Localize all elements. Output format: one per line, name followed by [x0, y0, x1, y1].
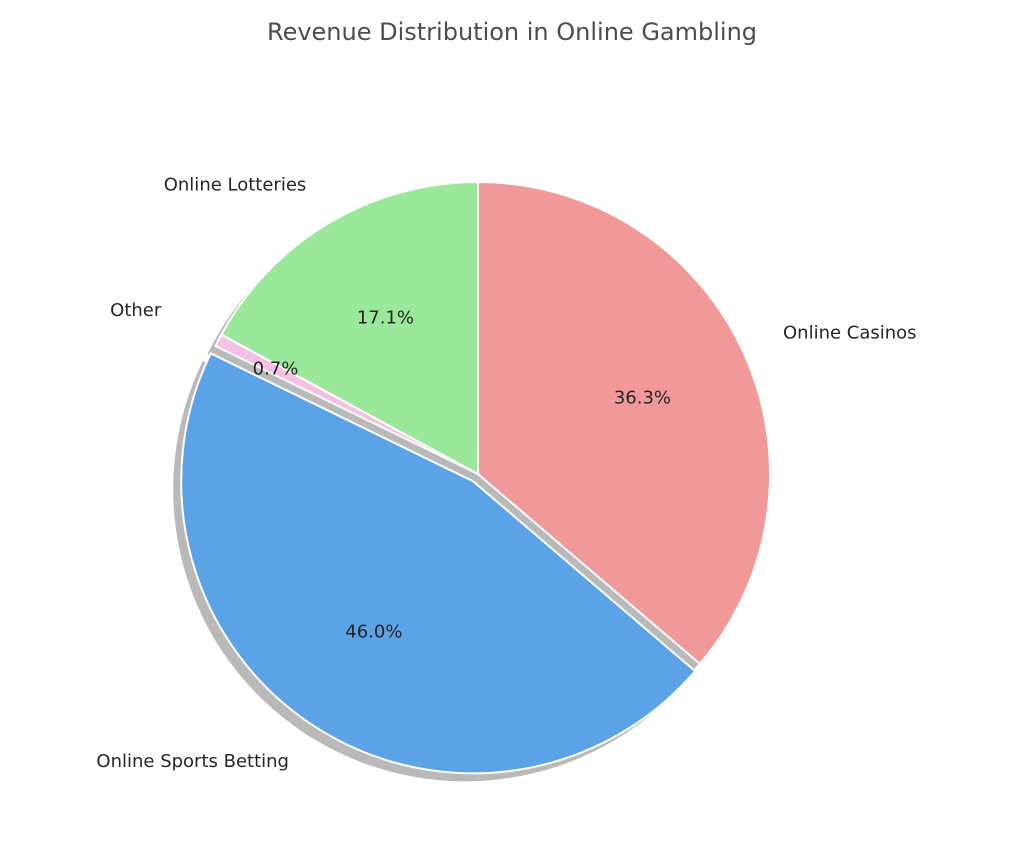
- pie-slice-percent: 36.3%: [614, 387, 671, 408]
- pie-slice-label: Other: [110, 300, 162, 321]
- pie-slice-label: Online Lotteries: [164, 174, 307, 195]
- pie-slice-label: Online Casinos: [783, 323, 917, 344]
- pie-slice-percent: 17.1%: [357, 307, 414, 328]
- pie-slice-percent: 0.7%: [253, 359, 299, 380]
- pie-slice-percent: 46.0%: [345, 622, 402, 643]
- pie-chart-container: Revenue Distribution in Online Gambling …: [0, 0, 1024, 857]
- pie-slice-label: Online Sports Betting: [96, 751, 289, 772]
- pie-chart-svg: 36.3% Online Casinos 46.0% Online Sports Be…: [0, 0, 1024, 857]
